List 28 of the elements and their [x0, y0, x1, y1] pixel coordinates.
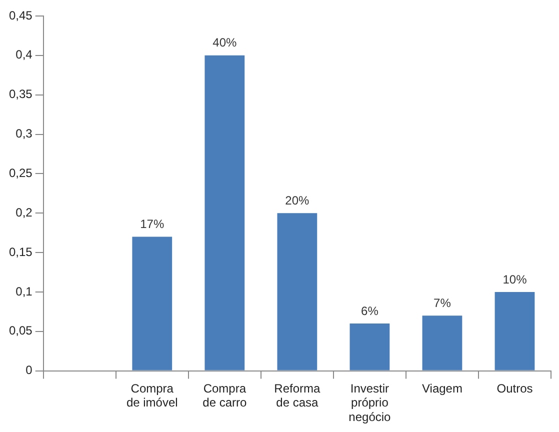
data-label: 7% — [434, 296, 452, 310]
data-label: 20% — [285, 193, 310, 208]
y-tick-label: 0,35 — [8, 87, 33, 102]
x-tick-label: Compra de imóvel — [126, 381, 178, 410]
y-tick-label: 0,2 — [16, 205, 33, 220]
y-tick-label: 0,4 — [16, 48, 33, 62]
data-label: 17% — [140, 217, 164, 232]
y-tick-label: 0,1 — [16, 284, 33, 298]
y-tick-label: 0,15 — [8, 244, 33, 259]
bar — [494, 292, 535, 370]
data-label: 10% — [502, 272, 528, 286]
x-tick-label: Reforma de casa — [274, 381, 321, 410]
bar — [132, 236, 172, 370]
x-tick-label: Investir próprio negócio — [348, 381, 392, 424]
x-tick-label: Viagem — [422, 381, 462, 396]
bar — [204, 55, 245, 370]
y-tick-label: 0,45 — [8, 8, 33, 22]
y-tick-label: 0,25 — [8, 166, 33, 180]
data-label: 6% — [361, 304, 379, 318]
bar — [350, 323, 390, 370]
y-tick-label: 0 — [26, 363, 33, 378]
x-tick-label: Compra de carro — [202, 381, 247, 410]
y-tick-label: 0,3 — [16, 126, 33, 141]
bar — [422, 316, 462, 370]
x-tick-label: Outros — [496, 381, 533, 396]
data-label: 40% — [212, 36, 237, 50]
bar — [277, 213, 318, 370]
y-tick-label: 0,05 — [8, 324, 33, 338]
